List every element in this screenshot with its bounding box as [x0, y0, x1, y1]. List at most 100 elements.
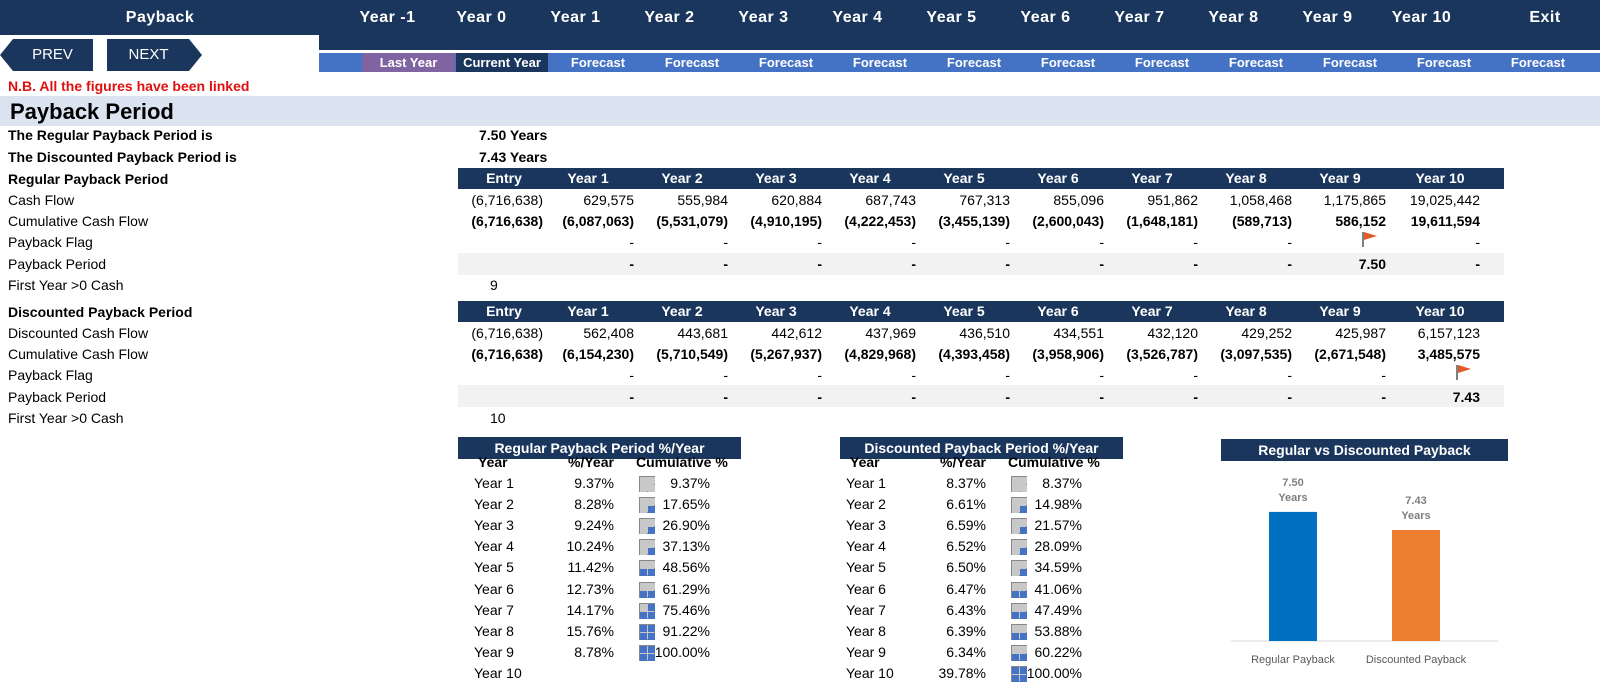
period-label-bar	[319, 53, 1600, 72]
regular-period-cell: -	[1193, 256, 1198, 272]
regular-pct-year: Year 4	[474, 538, 514, 555]
discounted-period-cell: -	[629, 389, 634, 405]
regular-pct-value: 11.42%	[567, 559, 614, 576]
regular-pct-year: Year 9	[474, 643, 514, 660]
discounted-cumulative-cell: (2,671,548)	[1314, 346, 1386, 362]
regular-cumulative-cell: (589,713)	[1232, 213, 1292, 229]
discounted-cumulative-cell: (4,393,458)	[938, 346, 1010, 362]
chart-data-label: 7.50	[1282, 477, 1303, 489]
nav-item-year-4[interactable]: Year 4	[832, 9, 883, 26]
discounted-pct-header: Cumulative %	[1008, 454, 1100, 470]
discounted-pct-value: 8.37%	[946, 475, 986, 491]
progress-quarter-icon	[1011, 581, 1027, 598]
discounted-cash-flow-cell: 443,681	[677, 325, 728, 341]
progress-quarter-icon	[1011, 623, 1027, 640]
discounted-pct-year: Year 1	[846, 475, 886, 491]
regular-period-cell: -	[911, 256, 916, 272]
discounted-pct-value: 6.59%	[946, 517, 986, 534]
progress-quarter-icon	[1011, 560, 1027, 577]
regular-flag-cell: -	[629, 234, 634, 250]
nav-item-year-9[interactable]: Year 9	[1302, 9, 1353, 26]
nav-item-year--1[interactable]: Year -1	[359, 9, 416, 26]
regular-flag-label: Payback Flag	[8, 234, 93, 250]
discounted-pct-header: Year	[850, 454, 880, 470]
nav-item-year-0[interactable]: Year 0	[456, 9, 507, 26]
regular-first-year-label: First Year >0 Cash	[8, 277, 124, 293]
regular-col-header: Entry	[486, 170, 522, 186]
linked-figures-note: N.B. All the figures have been linked	[8, 78, 250, 94]
discounted-col-header: Year 7	[1131, 303, 1173, 319]
discounted-col-header: Entry	[486, 303, 522, 319]
discounted-period-cell: -	[817, 389, 822, 405]
discounted-cumulative-cell: (3,958,906)	[1032, 346, 1104, 362]
progress-quarter-icon	[639, 602, 655, 619]
period-label-2: Forecast	[570, 55, 626, 70]
nav-item-year-2[interactable]: Year 2	[644, 9, 695, 26]
regular-flag-cell: -	[723, 234, 728, 250]
prev-button[interactable]: PREV	[0, 39, 93, 71]
regular-period-cell: -	[1475, 256, 1480, 272]
discounted-flag-cell: -	[1099, 367, 1104, 383]
regular-period-cell: 7.50	[1358, 256, 1386, 272]
discounted-pct-year: Year 6	[846, 580, 886, 597]
chart-category-label: Discounted Payback	[1366, 654, 1467, 666]
period-label-1: Current Year	[456, 53, 548, 72]
discounted-period-cell: 7.43	[1452, 389, 1480, 405]
regular-period-cell: -	[817, 256, 822, 272]
discounted-header-band	[458, 301, 1504, 322]
discounted-flag-cell: -	[1193, 367, 1198, 383]
nav-item-payback[interactable]: Payback	[125, 9, 195, 26]
regular-pct-cumulative: 37.13%	[662, 538, 710, 555]
nav-item-year-6[interactable]: Year 6	[1020, 9, 1071, 26]
nav-item-year-8[interactable]: Year 8	[1208, 9, 1259, 26]
regular-cash-flow-cell: 855,096	[1053, 192, 1104, 208]
nav-item-year-3[interactable]: Year 3	[738, 9, 789, 26]
regular-flag-cell: -	[1193, 234, 1198, 250]
regular-pct-year: Year 3	[474, 517, 514, 534]
discounted-payback-summary-label: The Discounted Payback Period is	[8, 149, 237, 165]
discounted-pct-value: 6.52%	[946, 538, 986, 555]
period-label-8: Forecast	[1134, 55, 1190, 70]
regular-cumulative-cell: (1,648,181)	[1126, 213, 1198, 229]
regular-col-header: Year 7	[1131, 170, 1173, 186]
regular-pct-header: Cumulative %	[636, 454, 728, 470]
nav-item-year-7[interactable]: Year 7	[1114, 9, 1165, 26]
payback-comparison-chart: 7.50 Years Regular Payback 7.43 Years Discoun…	[1231, 477, 1498, 666]
regular-cumulative-cell: (4,222,453)	[844, 213, 916, 229]
regular-payback-flag-icon	[1362, 232, 1377, 247]
regular-cash-flow-cell: 1,058,468	[1229, 192, 1292, 208]
regular-cumulative-cell: 19,611,594	[1410, 213, 1480, 229]
discounted-first-year-label: First Year >0 Cash	[8, 410, 124, 426]
discounted-period-band	[458, 385, 1504, 407]
period-label-11: Forecast	[1416, 55, 1472, 70]
regular-pct-cumulative: 48.56%	[662, 559, 710, 576]
regular-pct-year: Year 10	[474, 664, 522, 681]
period-label-4: Forecast	[758, 55, 814, 70]
regular-cash-flow-cell: 687,743	[865, 192, 916, 208]
nav-item-year-5[interactable]: Year 5	[926, 9, 977, 26]
discounted-period-cell: -	[1193, 389, 1198, 405]
discounted-cumulative-cell: (4,829,968)	[844, 346, 916, 362]
nav-item-exit[interactable]: Exit	[1529, 9, 1561, 26]
regular-cash-flow-cell: (6,716,638)	[471, 192, 543, 208]
progress-quarter-icon	[639, 497, 655, 514]
nav-item-year-10[interactable]: Year 10	[1391, 9, 1452, 26]
discounted-pct-value: 6.39%	[946, 622, 986, 639]
next-button[interactable]: NEXT	[107, 39, 202, 71]
discounted-cash-flow-cell: 434,551	[1053, 325, 1104, 341]
regular-pct-cumulative: 26.90%	[662, 517, 710, 534]
discounted-cash-flow-cell: (6,716,638)	[471, 325, 543, 341]
discounted-col-header: Year 3	[755, 303, 797, 319]
regular-cumulative-cell: (6,716,638)	[471, 213, 543, 229]
discounted-pct-value: 6.47%	[946, 580, 986, 597]
progress-quarter-icon	[1011, 602, 1027, 619]
discounted-cumulative-label: Cumulative Cash Flow	[8, 346, 149, 362]
regular-cash-flow-cell: 951,862	[1147, 192, 1198, 208]
regular-cash-flow-cell: 1,175,865	[1323, 192, 1386, 208]
discounted-period-cell: -	[1005, 389, 1010, 405]
period-label-3: Forecast	[664, 55, 720, 70]
regular-cash-flow-cell: 629,575	[583, 192, 634, 208]
nav-item-year-1[interactable]: Year 1	[550, 9, 601, 26]
discounted-col-header: Year 4	[849, 303, 891, 319]
regular-cumulative-cell: (4,910,195)	[750, 213, 822, 229]
